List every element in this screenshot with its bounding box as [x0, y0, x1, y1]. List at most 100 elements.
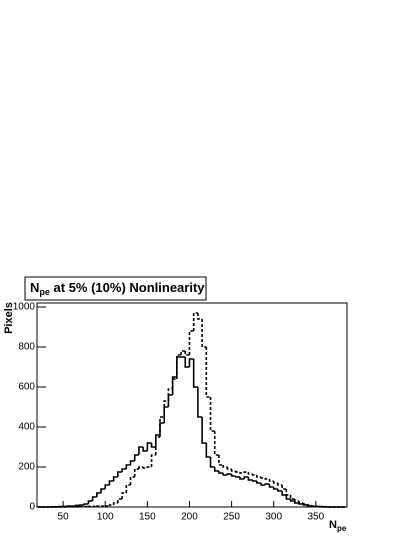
y-tick-label: 0 [29, 502, 35, 513]
histogram-step [159, 416, 165, 437]
histogram-step [235, 476, 241, 478]
histogram-step [87, 500, 93, 504]
histogram-step [167, 388, 173, 401]
histogram-step [289, 495, 295, 500]
x-label-main: N [329, 519, 337, 531]
histogram-step [117, 471, 123, 477]
histogram-step [142, 467, 148, 469]
histogram-step [251, 480, 257, 482]
histogram-step [138, 466, 144, 469]
histogram-step [260, 477, 266, 479]
histogram-step [268, 484, 274, 488]
y-tick-label: 600 [18, 382, 35, 393]
histogram-step [163, 400, 169, 417]
histogram-step [154, 436, 160, 455]
histogram-step [285, 495, 291, 500]
histogram-step [243, 471, 249, 473]
title-rest: at 5% (10%) Nonlinearity [50, 280, 205, 295]
histogram-step [298, 501, 304, 504]
histogram-step [138, 446, 144, 455]
histogram-step [104, 484, 110, 489]
histogram-step [222, 473, 228, 476]
x-tick-label: 200 [181, 512, 198, 523]
y-tick-label: 400 [18, 422, 35, 433]
histogram-step [272, 481, 278, 484]
histogram-step [197, 313, 203, 320]
y-tick-label: 800 [18, 342, 35, 353]
histogram-step [251, 474, 257, 476]
histogram-step [209, 457, 215, 468]
histogram-step [142, 447, 148, 452]
histogram-step [260, 483, 266, 486]
histogram-step [125, 464, 131, 469]
title-main: N [30, 280, 39, 295]
histogram-step [289, 499, 295, 502]
histogram-step [74, 504, 80, 507]
histogram-step [121, 468, 127, 472]
histogram-step [192, 312, 198, 331]
histogram-step [213, 431, 219, 456]
histogram-step [125, 484, 131, 493]
histogram-step [306, 504, 312, 506]
histogram-step [247, 477, 253, 481]
histogram-step [302, 503, 308, 505]
histogram-step [205, 347, 211, 398]
histogram-step [209, 397, 215, 432]
histogram-step [150, 454, 156, 467]
title-sub: pe [39, 287, 50, 297]
histogram-step [201, 319, 207, 348]
x-tick-label: 150 [139, 512, 156, 523]
x-tick-label: 100 [97, 512, 114, 523]
histogram-step [213, 467, 219, 472]
histogram-step [192, 359, 198, 388]
histogram-step [150, 443, 156, 448]
histogram-step [197, 387, 203, 418]
histogram-step [188, 358, 194, 367]
histogram-step [218, 471, 224, 474]
histogram-step [133, 454, 139, 461]
y-tick-label: 1000 [13, 302, 36, 313]
histogram-step [133, 468, 139, 477]
histogram-step [171, 378, 177, 389]
x-label-sub: pe [337, 524, 347, 533]
histogram-step [222, 465, 228, 468]
histogram-step [129, 476, 135, 485]
x-tick-label: 250 [223, 512, 240, 523]
y-axis-label: Pixels [3, 302, 15, 334]
histogram-step [256, 481, 262, 484]
histogram-step [247, 472, 253, 475]
histogram-step [264, 478, 270, 480]
histogram-step [129, 460, 135, 465]
y-tick-label: 200 [18, 462, 35, 473]
histogram-step [117, 498, 123, 503]
histogram-step [285, 489, 291, 496]
histogram-step [256, 475, 262, 478]
histogram-step [112, 502, 118, 505]
histogram-step [96, 492, 102, 497]
histogram-step [230, 469, 236, 472]
histogram-step [100, 488, 106, 493]
histogram-step [201, 417, 207, 444]
histogram-step [281, 485, 287, 490]
histogram-step [281, 491, 287, 496]
histogram-step [184, 351, 190, 356]
histogram-step [218, 455, 224, 466]
histogram-step [277, 489, 283, 492]
histogram-step [180, 350, 186, 355]
histogram-step [230, 474, 236, 477]
histogram-step [239, 477, 245, 480]
histogram-step [239, 472, 245, 474]
histogram-step [310, 505, 316, 507]
histogram-step [268, 479, 274, 482]
histogram-step [243, 476, 249, 479]
x-axis-label: Npe [329, 519, 347, 533]
histogram-step [277, 483, 283, 486]
histogram-step [272, 487, 278, 490]
histogram-step [235, 471, 241, 473]
histogram-step [226, 473, 232, 475]
histogram-step [83, 503, 89, 505]
histogram-step [205, 443, 211, 458]
histogram-step [146, 442, 152, 451]
histogram-step [121, 492, 127, 499]
